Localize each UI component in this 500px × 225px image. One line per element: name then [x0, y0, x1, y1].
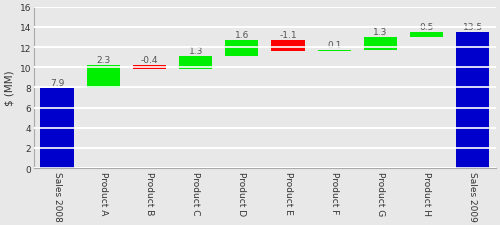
- Bar: [86, 66, 120, 89]
- Text: 7.9: 7.9: [50, 79, 64, 88]
- Bar: [410, 33, 443, 38]
- Y-axis label: $ (MM): $ (MM): [4, 70, 14, 106]
- Text: 1.3: 1.3: [373, 28, 388, 37]
- Text: 1.6: 1.6: [234, 31, 249, 40]
- Bar: [133, 66, 166, 70]
- Bar: [318, 51, 351, 52]
- Bar: [179, 57, 212, 70]
- Bar: [40, 89, 74, 169]
- Text: 1.3: 1.3: [188, 47, 203, 56]
- Bar: [456, 33, 490, 169]
- Text: -1.1: -1.1: [279, 31, 297, 40]
- Text: -0.4: -0.4: [140, 56, 158, 65]
- Text: 2.3: 2.3: [96, 56, 110, 65]
- Text: 0.1: 0.1: [327, 41, 342, 50]
- Bar: [272, 41, 304, 52]
- Bar: [364, 38, 397, 51]
- Bar: [225, 41, 258, 57]
- Text: 13.5: 13.5: [462, 23, 483, 32]
- Text: 0.5: 0.5: [420, 23, 434, 32]
